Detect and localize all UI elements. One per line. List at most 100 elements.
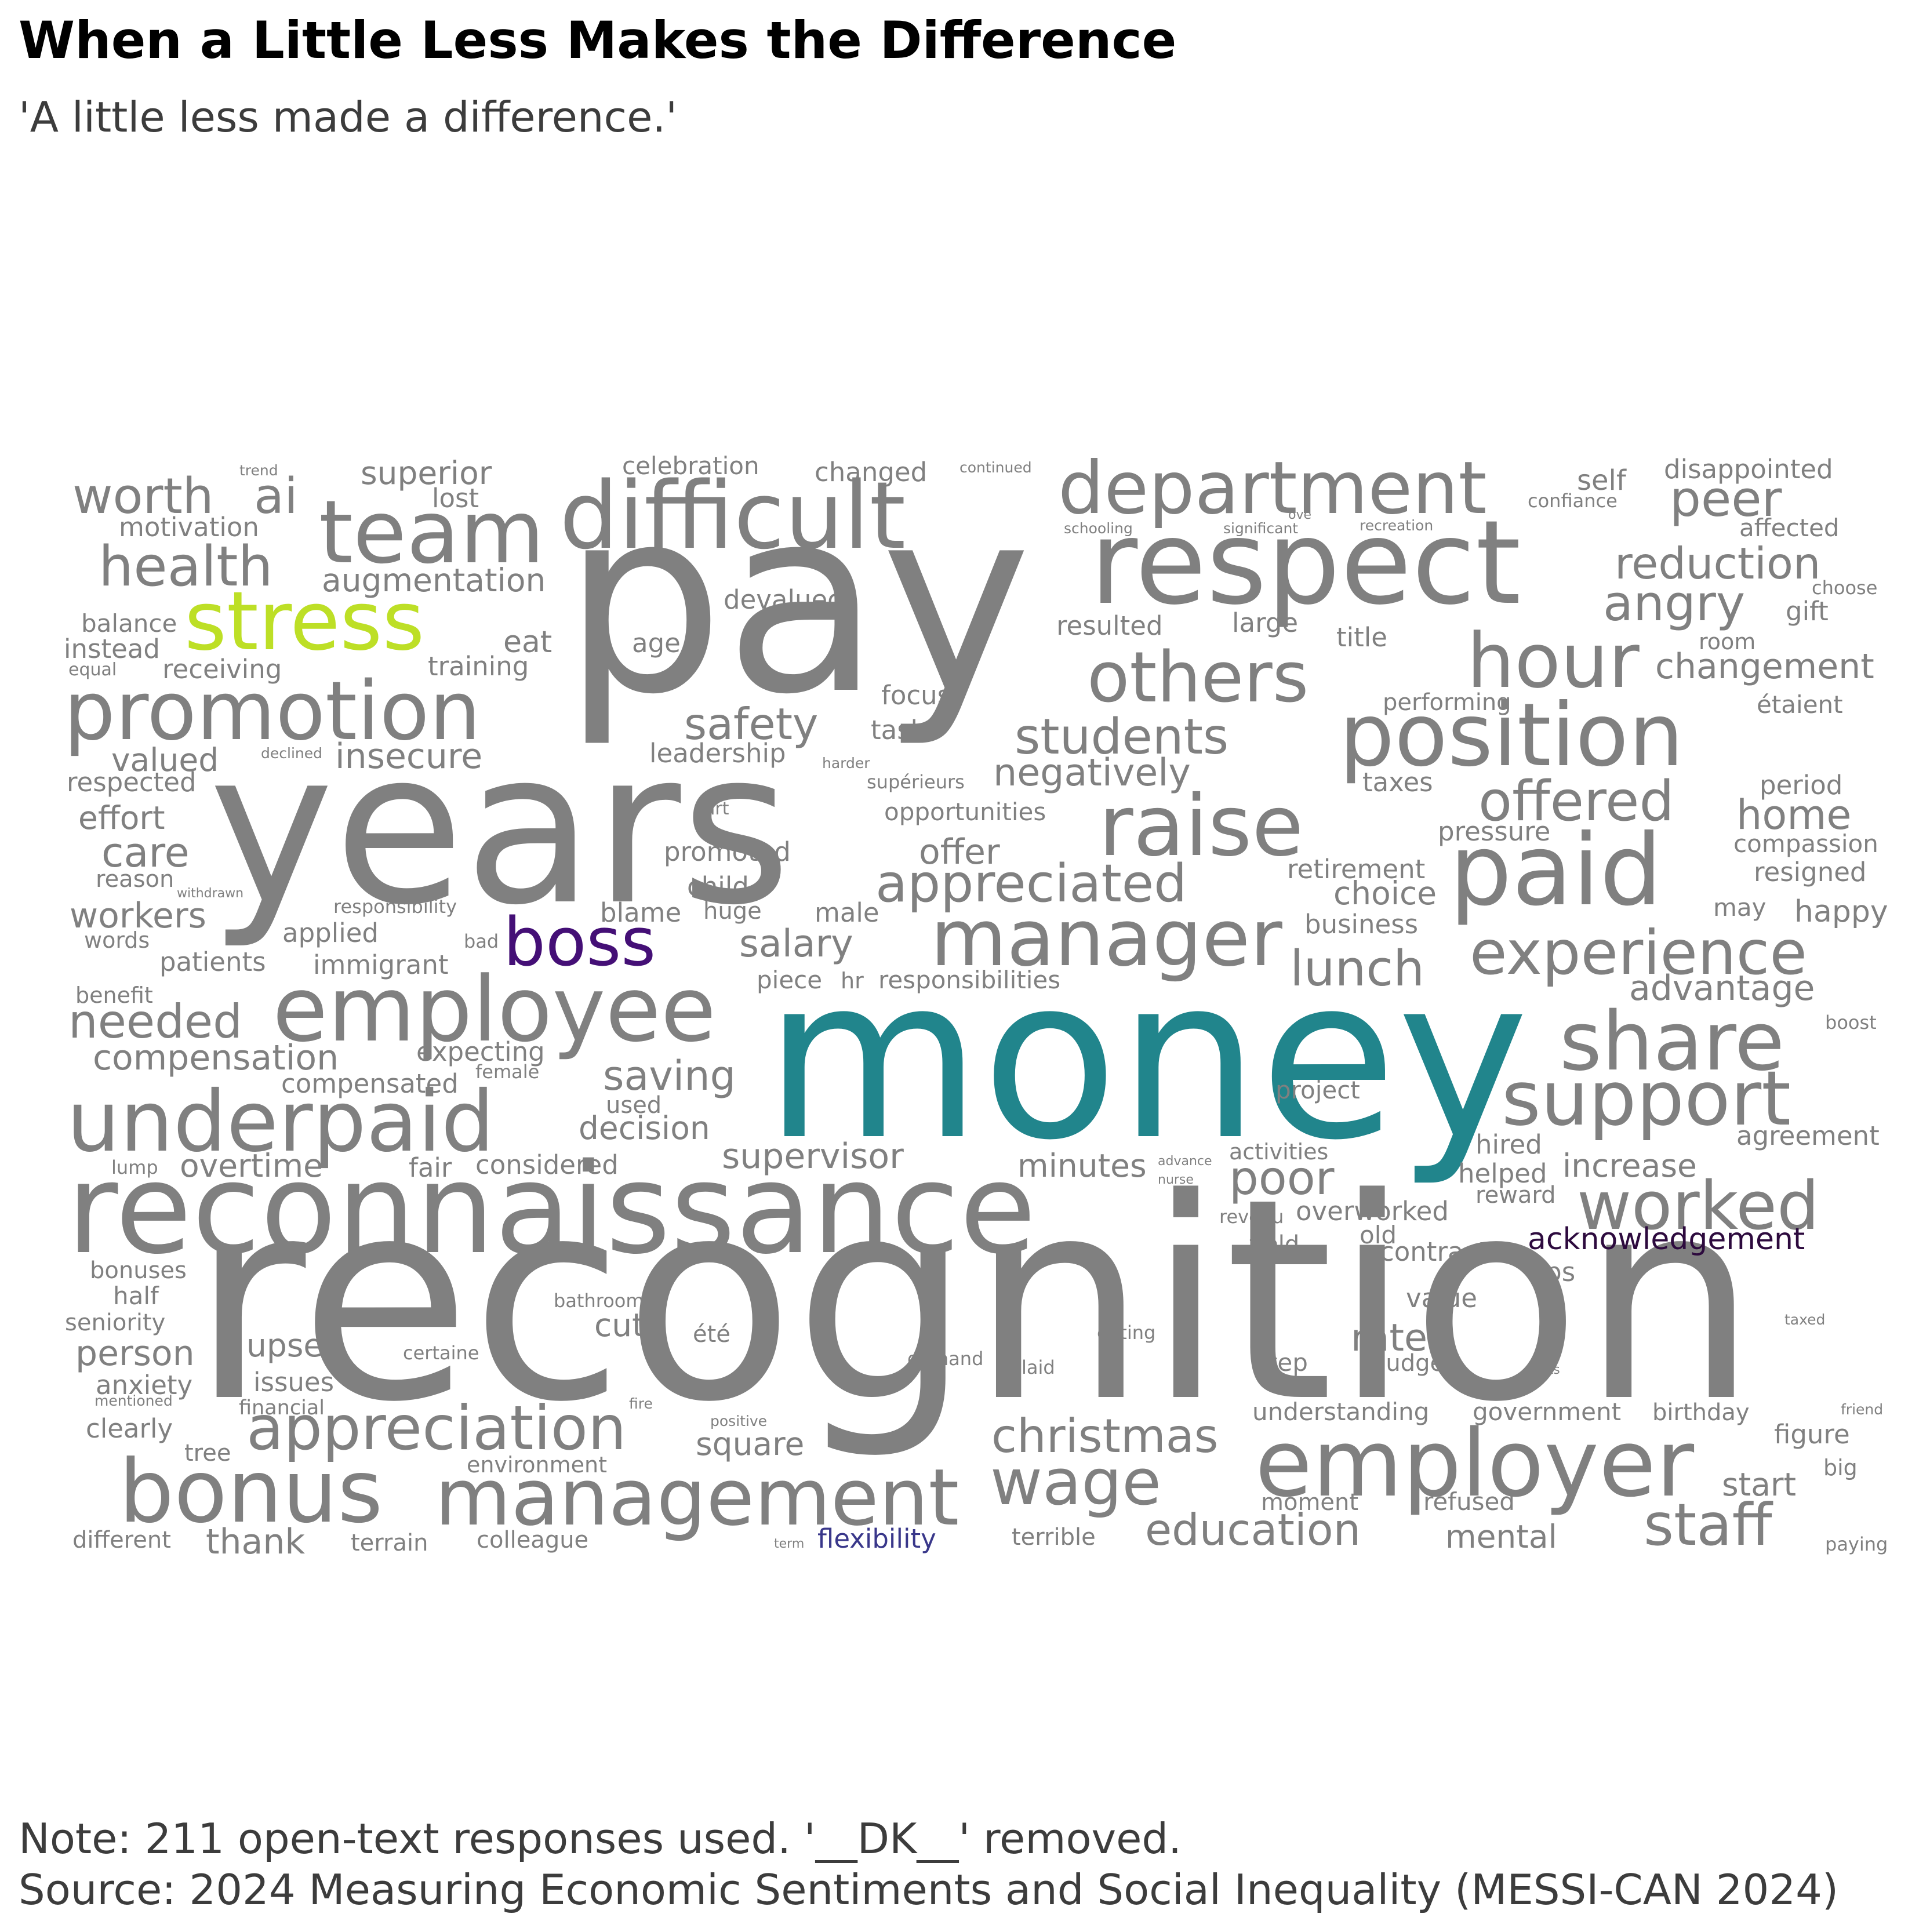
word-82: motivation	[119, 512, 259, 543]
word-25: stress	[184, 574, 424, 669]
word-161: eating	[1097, 1322, 1155, 1344]
word-58: mental	[1445, 1518, 1557, 1555]
word-7: employee	[272, 957, 716, 1062]
word-135: agreement	[1736, 1120, 1880, 1151]
word-18: bonus	[119, 1442, 383, 1542]
word-126: compensated	[281, 1068, 459, 1099]
word-138: fair	[409, 1152, 452, 1183]
word-24: experience	[1470, 918, 1807, 988]
word-23: worked	[1577, 1167, 1819, 1245]
word-163: budget	[1371, 1350, 1453, 1377]
note-text: Note: 211 open-text responses used. '__D…	[19, 1814, 1182, 1863]
word-92: leadership	[649, 738, 786, 769]
word-32: staff	[1644, 1491, 1773, 1559]
word-193: supérieurs	[867, 771, 965, 793]
word-174: colleague	[477, 1527, 588, 1553]
word-33: worth	[72, 468, 214, 525]
word-45: home	[1736, 791, 1851, 839]
word-120: patients	[159, 947, 266, 977]
word-70: square	[696, 1425, 804, 1462]
word-168: positive	[710, 1413, 767, 1429]
word-52: care	[101, 829, 190, 876]
word-176: flexibility	[817, 1523, 936, 1554]
word-91: tasks	[871, 715, 939, 745]
word-14: manager	[931, 893, 1282, 984]
word-63: decision	[579, 1109, 710, 1147]
word-40: reduction	[1615, 538, 1820, 589]
source-text: Source: 2024 Measuring Economic Sentimen…	[19, 1865, 1839, 1914]
word-188: confiance	[1528, 490, 1618, 512]
word-190: equal	[68, 660, 117, 680]
word-43: poor	[1229, 1151, 1335, 1205]
word-55: insecure	[335, 736, 482, 777]
word-154: tree	[184, 1440, 231, 1467]
word-191: declined	[261, 745, 322, 762]
word-117: hr	[841, 968, 864, 994]
word-186: ove	[1288, 508, 1311, 522]
word-151: mentioned	[94, 1392, 173, 1409]
word-83: balance	[81, 609, 177, 638]
word-48: negatively	[993, 751, 1191, 795]
word-152: financial	[239, 1396, 325, 1420]
word-30: offered	[1478, 770, 1674, 834]
word-61: effort	[78, 799, 165, 836]
word-111: child	[687, 871, 749, 902]
word-74: choice	[1333, 875, 1437, 912]
word-79: changed	[815, 457, 927, 487]
word-125: expecting	[416, 1036, 545, 1067]
word-149: anxiety	[96, 1370, 192, 1400]
word-165: government	[1473, 1398, 1621, 1426]
word-64: minutes	[1017, 1147, 1147, 1184]
word-89: age	[632, 628, 681, 658]
word-173: terrain	[351, 1530, 428, 1556]
word-100: business	[1304, 909, 1418, 940]
word-192: harder	[822, 755, 870, 772]
word-101: period	[1760, 770, 1842, 801]
word-53: advantage	[1629, 968, 1815, 1009]
word-8: underpaid	[67, 1073, 495, 1171]
word-80: celebration	[622, 452, 759, 480]
word-139: lump	[111, 1156, 158, 1178]
word-71: superior	[361, 454, 492, 492]
word-65: overtime	[180, 1147, 323, 1184]
word-178: paying	[1825, 1533, 1888, 1555]
word-144: value	[1406, 1283, 1477, 1314]
word-172: different	[72, 1527, 171, 1553]
word-137: considered	[475, 1149, 619, 1180]
word-145: revenu	[1219, 1206, 1284, 1228]
word-118: applied	[282, 918, 379, 948]
word-36: angry	[1603, 575, 1745, 632]
word-29: wage	[990, 1445, 1161, 1519]
word-69: cut	[594, 1307, 645, 1344]
word-6: difficult	[559, 461, 906, 570]
word-76: figure	[1774, 1419, 1850, 1450]
word-158: certaine	[403, 1342, 479, 1364]
word-160: laid	[1022, 1356, 1055, 1378]
word-150: issues	[253, 1367, 334, 1398]
word-57: offer	[919, 832, 1000, 872]
word-27: appreciation	[246, 1393, 626, 1464]
word-122: reason	[96, 866, 174, 893]
word-109: opportunities	[884, 798, 1046, 826]
word-46: compensation	[93, 1038, 339, 1078]
word-140: old	[1360, 1221, 1397, 1249]
word-67: person	[75, 1333, 195, 1374]
word-75: self	[1577, 464, 1627, 497]
word-15: department	[1058, 446, 1487, 530]
word-115: responsibilities	[878, 966, 1060, 994]
word-136: boost	[1825, 1012, 1877, 1034]
word-130: hired	[1475, 1129, 1542, 1160]
word-81: lost	[432, 483, 479, 514]
word-28: appreciated	[875, 853, 1187, 914]
word-98: pressure	[1438, 816, 1550, 847]
word-38: christmas	[991, 1409, 1218, 1463]
word-44: ai	[254, 468, 298, 525]
word-107: room	[1699, 629, 1755, 654]
word-187: recreation	[1360, 517, 1433, 534]
word-54: changement	[1655, 646, 1874, 687]
word-110: promoted	[664, 836, 791, 867]
word-94: large	[1232, 607, 1298, 638]
word-85: receiving	[162, 654, 282, 685]
word-87: eat	[503, 625, 552, 660]
